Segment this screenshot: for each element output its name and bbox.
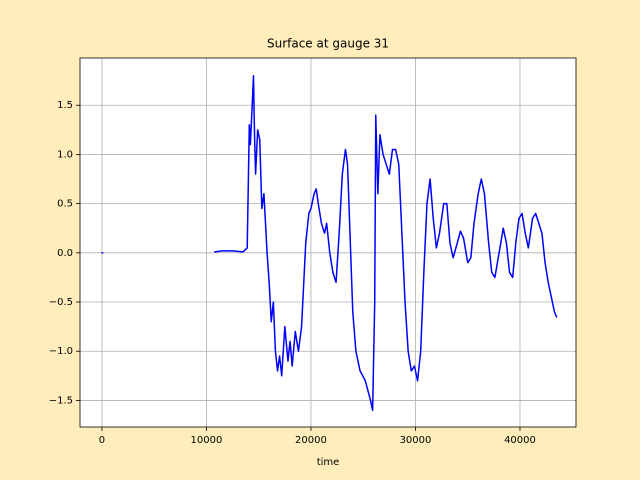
- x-tick-label: 10000: [191, 435, 223, 446]
- x-axis-label: time: [317, 457, 340, 468]
- y-tick-label: 1.0: [57, 149, 73, 160]
- y-tick-label: 1.5: [57, 100, 73, 111]
- x-tick-label: 20000: [295, 435, 327, 446]
- y-tick-label: −1.5: [49, 395, 73, 406]
- data-line: [101, 74, 558, 412]
- y-tick-label: −0.5: [49, 297, 73, 308]
- x-tick-label: 0: [99, 435, 105, 446]
- y-tick-label: 0.5: [57, 199, 73, 210]
- y-tick-label: −1.0: [49, 346, 73, 357]
- y-tick-label: 0.0: [57, 248, 73, 259]
- x-tick-label: 40000: [504, 435, 536, 446]
- axes-frame: [79, 57, 577, 428]
- x-tick-label: 30000: [400, 435, 432, 446]
- chart-title: Surface at gauge 31: [267, 37, 389, 51]
